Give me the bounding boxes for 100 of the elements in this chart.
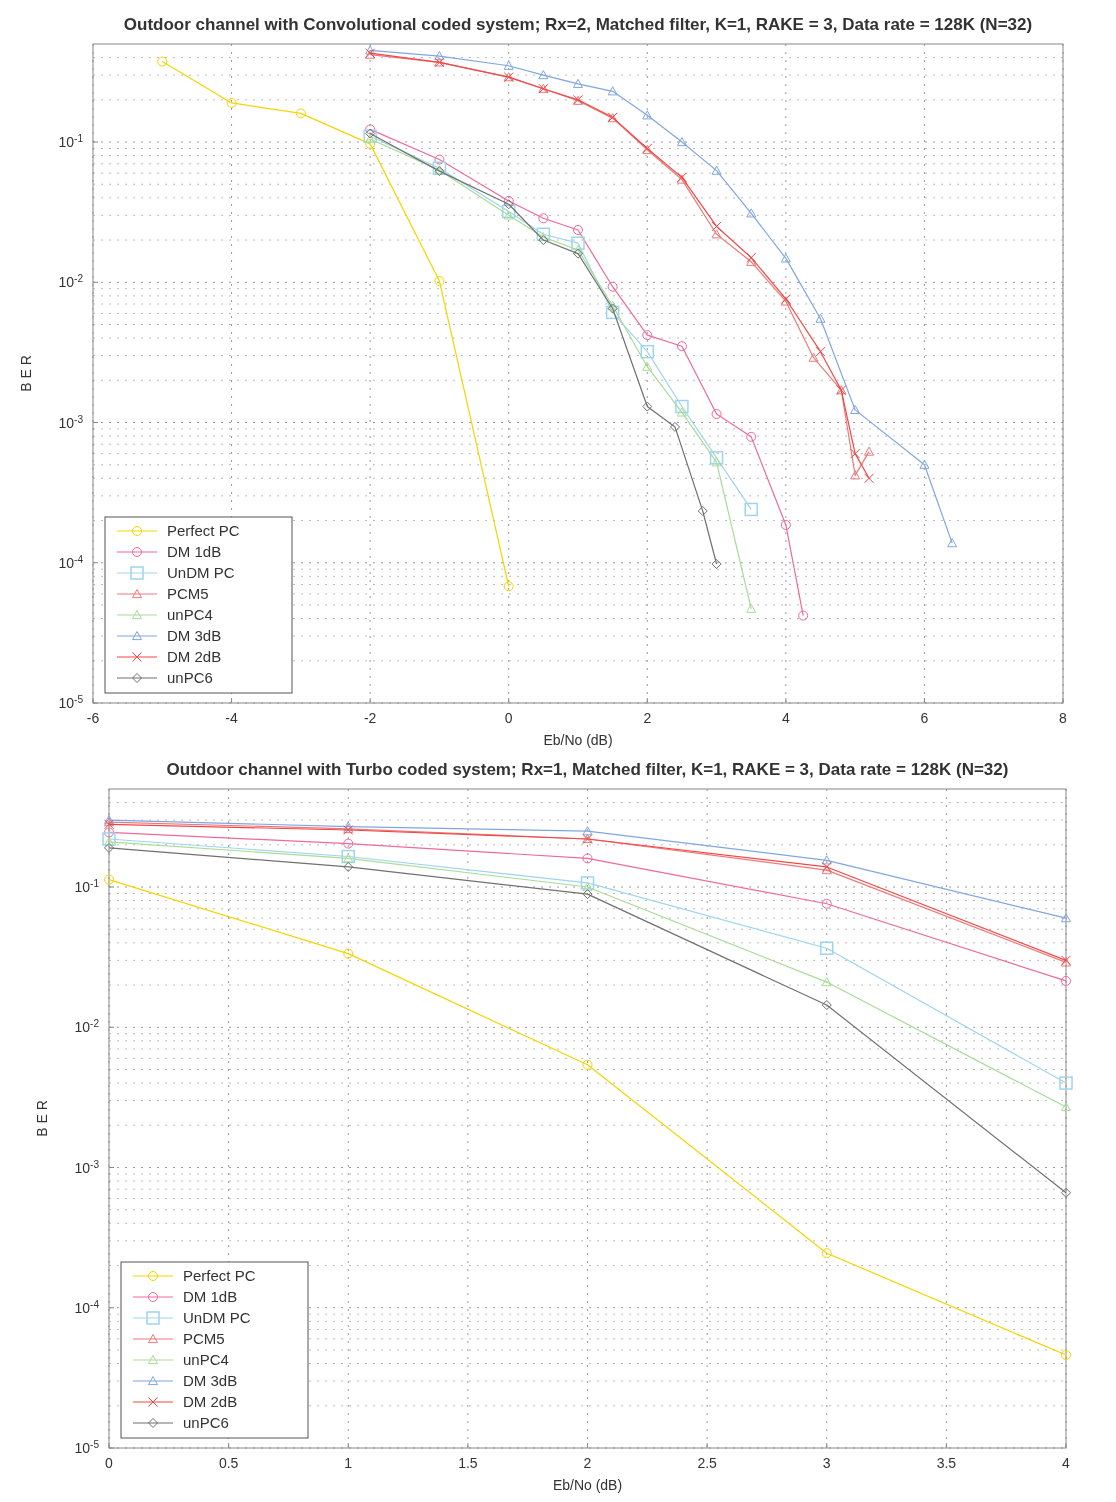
y-tick-label: 10$^{-5}$	[74, 1438, 100, 1456]
point	[503, 60, 514, 70]
point	[850, 404, 861, 414]
point	[711, 409, 722, 419]
point	[607, 281, 618, 292]
x-tick-label: 4	[1062, 1455, 1071, 1471]
point	[582, 853, 593, 864]
point	[573, 248, 583, 259]
point	[808, 352, 819, 362]
point	[503, 199, 514, 210]
y-axis-title: B E R	[34, 1100, 50, 1137]
point	[850, 448, 861, 459]
legend-label: DM 1dB	[167, 543, 222, 560]
point	[746, 256, 757, 266]
point	[864, 446, 874, 456]
x-tick-label: 2	[643, 710, 652, 726]
y-tick-label: 10$^{-2}$	[74, 1017, 100, 1036]
legend-label: DM 2dB	[183, 1393, 238, 1410]
point	[607, 86, 618, 96]
legend-label: unPC4	[167, 606, 213, 623]
legend-label: unPC6	[183, 1414, 229, 1431]
point	[538, 213, 549, 224]
point	[157, 56, 168, 67]
point	[744, 502, 758, 517]
point	[365, 45, 376, 55]
point	[642, 330, 653, 341]
point	[1061, 1187, 1071, 1198]
point	[607, 300, 618, 310]
point	[821, 861, 832, 872]
y-tick-label: 10$^{-4}$	[74, 1298, 100, 1316]
x-tick-label: -2	[363, 710, 377, 726]
y-tick-label: 10$^{-3}$	[74, 1158, 100, 1176]
point	[709, 451, 724, 465]
x-tick-label: 3.5	[936, 1455, 957, 1471]
point	[821, 855, 832, 865]
point	[947, 538, 958, 548]
point	[582, 826, 593, 836]
legend-label: DM 3dB	[183, 1372, 238, 1389]
point	[821, 1000, 832, 1011]
point	[432, 161, 447, 176]
legend-label: unPC6	[167, 669, 213, 686]
point	[711, 229, 722, 239]
point	[864, 473, 874, 484]
point	[365, 134, 376, 144]
point	[780, 253, 791, 263]
point	[1061, 1350, 1071, 1361]
point	[850, 470, 861, 480]
x-tick-label: 4	[781, 710, 790, 726]
point	[711, 558, 722, 569]
point	[780, 519, 791, 530]
point	[642, 401, 653, 412]
x-tick-label: -4	[225, 710, 239, 726]
point	[815, 346, 826, 357]
point	[571, 236, 585, 250]
point	[642, 361, 653, 371]
point	[536, 227, 551, 241]
x-tick-label: 8	[1059, 710, 1068, 726]
point	[815, 313, 826, 323]
y-tick-label: 10$^{-5}$	[58, 693, 84, 711]
point	[503, 195, 514, 206]
point	[820, 941, 834, 955]
x-tick-label: 3	[822, 1455, 831, 1471]
point	[675, 399, 689, 414]
y-tick-label: 10$^{-3}$	[58, 413, 84, 431]
x-tick-label: 1	[344, 1455, 353, 1471]
point	[538, 235, 549, 246]
x-axis-title: Eb/No (dB)	[552, 1477, 623, 1493]
legend-label: Perfect PC	[167, 522, 240, 539]
point	[434, 276, 445, 287]
chart-title: Outdoor channel with Turbo coded system; Rx=1, Matched filter, K=1, RAKE = 3, Data rate = 128K (N=32)	[166, 760, 1009, 779]
point	[434, 154, 445, 165]
point	[226, 97, 237, 108]
point	[102, 832, 116, 846]
point	[746, 252, 757, 263]
y-tick-label: 10$^{-1}$	[74, 877, 100, 896]
point	[343, 861, 354, 872]
legend-label: PCM5	[167, 585, 209, 602]
point	[104, 827, 114, 838]
legend-label: PCM5	[183, 1330, 225, 1347]
point	[582, 882, 593, 892]
x-tick-label: -6	[86, 710, 100, 726]
point	[821, 977, 832, 987]
point	[363, 129, 377, 143]
point	[343, 853, 354, 863]
point	[605, 305, 620, 320]
point	[676, 137, 687, 147]
x-tick-label: 2.5	[697, 1455, 718, 1471]
point	[676, 407, 687, 417]
point	[1061, 975, 1071, 986]
legend-label: DM 2dB	[167, 648, 222, 665]
legend-label: UnDM PC	[167, 564, 235, 581]
point	[501, 204, 516, 219]
point	[798, 610, 809, 621]
point	[711, 457, 722, 467]
point	[711, 165, 722, 175]
point	[365, 124, 376, 135]
point	[821, 1248, 832, 1259]
point	[503, 581, 514, 592]
point	[821, 898, 832, 909]
point	[697, 505, 708, 516]
